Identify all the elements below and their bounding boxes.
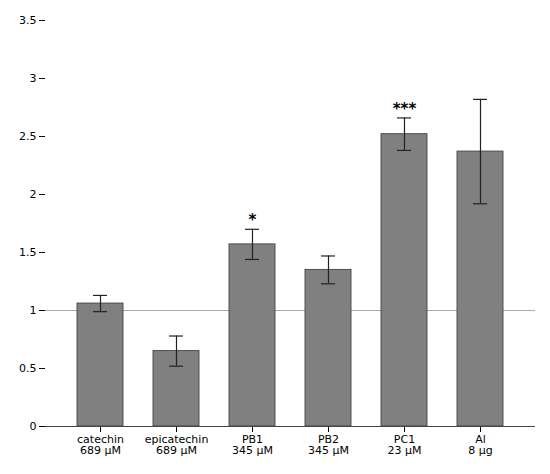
svg-text:***: *** bbox=[393, 100, 417, 118]
svg-text:3: 3 bbox=[30, 72, 37, 85]
svg-text:2: 2 bbox=[30, 188, 37, 201]
svg-text:PB1345 μM: PB1345 μM bbox=[232, 433, 273, 457]
svg-text:epicatechin689 μM: epicatechin689 μM bbox=[145, 433, 209, 457]
svg-text:PC123 μM: PC123 μM bbox=[388, 433, 422, 457]
svg-text:catechin689 μM: catechin689 μM bbox=[77, 433, 124, 457]
svg-text:2.5: 2.5 bbox=[19, 130, 37, 143]
svg-text:0.5: 0.5 bbox=[19, 362, 37, 375]
svg-text:Al8 μg: Al8 μg bbox=[468, 433, 492, 457]
svg-text:1: 1 bbox=[30, 304, 37, 317]
svg-text:PB2345 μM: PB2345 μM bbox=[308, 433, 349, 457]
svg-text:3.5: 3.5 bbox=[19, 14, 37, 27]
svg-text:*: * bbox=[249, 211, 257, 229]
svg-text:1.5: 1.5 bbox=[19, 246, 37, 259]
svg-text:0: 0 bbox=[30, 420, 37, 433]
